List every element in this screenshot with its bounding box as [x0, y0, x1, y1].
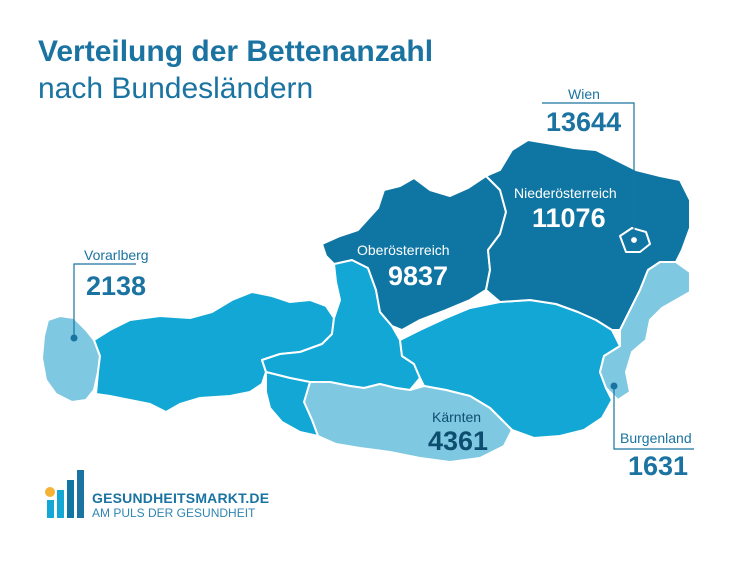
callout-niederoesterreich: Niederösterreich	[514, 185, 617, 201]
region-name: Wien	[568, 86, 600, 102]
callout-niederoesterreich-value: 11076	[532, 202, 606, 234]
title-line-1: Verteilung der Bettenanzahl	[38, 35, 434, 68]
region-value: 11076	[532, 203, 606, 233]
callout-oberoesterreich: Oberösterreich	[357, 242, 450, 258]
callout-oberoesterreich-value: 9837	[388, 260, 448, 292]
leader-burgenland	[613, 386, 694, 450]
region-kaernten[interactable]	[303, 381, 513, 463]
region-vorarlberg[interactable]	[41, 315, 101, 403]
region-name: Vorarlberg	[84, 247, 149, 263]
callout-vorarlberg-value: 2138	[86, 270, 146, 302]
region-value: 13644	[546, 107, 622, 137]
leader-vorarlberg	[73, 263, 136, 338]
map-title: Verteilung der Bettenanzahl nach Bundesl…	[38, 34, 433, 108]
callout-kaernten: Kärnten	[432, 409, 481, 425]
region-name: Niederösterreich	[514, 185, 617, 201]
title-line-2: nach Bundesländern	[38, 72, 314, 105]
region-value: 4361	[428, 426, 489, 456]
logo-tagline: AM PULS DER GESUNDHEIT	[92, 506, 256, 520]
region-value: 1631	[628, 451, 689, 481]
callout-burgenland-value: 1631	[628, 450, 688, 482]
callout-wien-value: 13644	[546, 106, 621, 138]
marker-wien	[629, 235, 639, 245]
callout-burgenland: Burgenland	[620, 430, 692, 446]
region-value: 2138	[86, 271, 147, 301]
callout-vorarlberg: Vorarlberg	[84, 247, 149, 263]
gesundheitsmarkt-logo-icon	[45, 470, 84, 518]
region-burgenland[interactable]	[599, 261, 691, 401]
marker-burgenland	[610, 382, 618, 390]
logo-text: GESUNDHEITSMARKT.DE AM PULS DER GESUNDHE…	[92, 490, 269, 521]
callout-wien: Wien	[568, 86, 600, 102]
region-name: Burgenland	[620, 430, 692, 446]
marker-vorarlberg	[70, 334, 78, 342]
region-value: 9837	[388, 261, 449, 291]
region-name: Kärnten	[432, 409, 482, 425]
callout-kaernten-value: 4361	[428, 425, 488, 457]
logo-name: GESUNDHEITSMARKT.DE	[92, 490, 270, 506]
leader-wien	[542, 102, 635, 240]
region-name: Oberösterreich	[357, 242, 450, 258]
region-osttirol[interactable]	[265, 371, 319, 437]
